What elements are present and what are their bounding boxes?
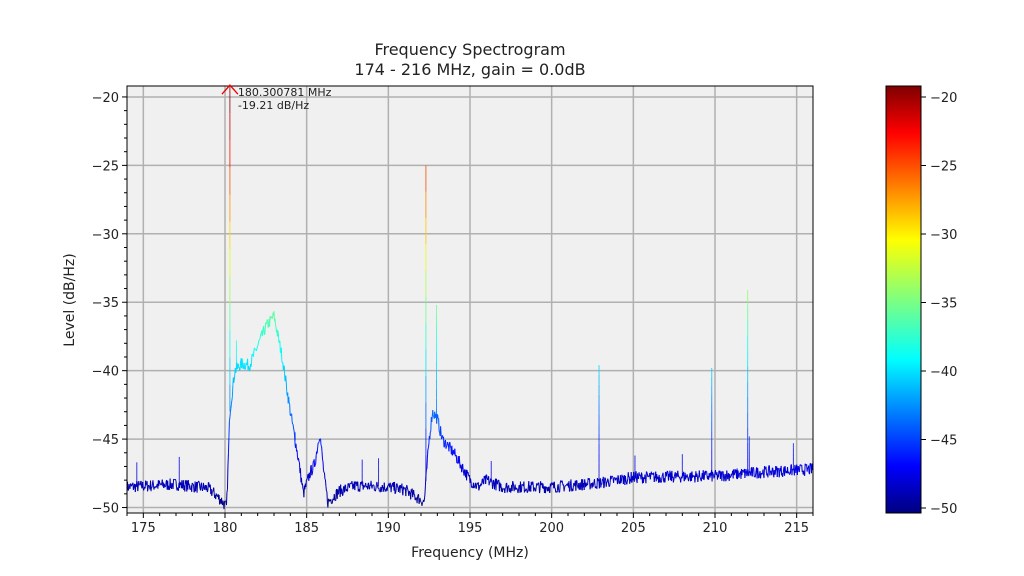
colorbar-tick-label: −20 [930,91,957,106]
chart-subtitle: 174 - 216 MHz, gain = 0.0dB [354,60,585,79]
y-tick-label: −35 [92,296,119,311]
colorbar-tick-label: −25 [930,160,957,175]
x-axis-label: Frequency (MHz) [411,545,529,561]
x-tick-label: 180 [213,521,238,536]
y-tick-label: −25 [92,159,119,174]
colorbar-tick-label: −45 [930,434,957,449]
y-tick-label: −30 [92,228,119,243]
peak-annotation: 180.300781 MHz -19.21 dB/Hz [221,84,332,112]
colorbar [885,85,922,514]
y-tick-label: −45 [92,433,119,448]
y-axis-label: Level (dB/Hz) [62,253,78,346]
y-tick-label: −20 [92,91,119,106]
x-tick-label: 205 [621,521,646,536]
colorbar-tick-label: −35 [930,297,957,312]
x-tick-label: 215 [784,521,809,536]
y-tick-label: −40 [92,365,119,380]
colorbar-tick-label: −40 [930,365,957,380]
x-tick-label: 175 [131,521,156,536]
x-tick-label: 185 [294,521,319,536]
y-tick-label: −50 [92,502,119,517]
chart-title: Frequency Spectrogram [374,40,565,59]
x-tick-label: 195 [458,521,483,536]
x-tick-label: 210 [703,521,728,536]
x-tick-label: 190 [376,521,401,536]
annotation-frequency: 180.300781 MHz [238,86,332,99]
colorbar-tick-label: −50 [930,502,957,517]
peak-marker-icon [221,84,239,95]
colorbar-tick-label: −30 [930,228,957,243]
x-tick-label: 200 [539,521,564,536]
annotation-level: -19.21 dB/Hz [238,99,309,112]
